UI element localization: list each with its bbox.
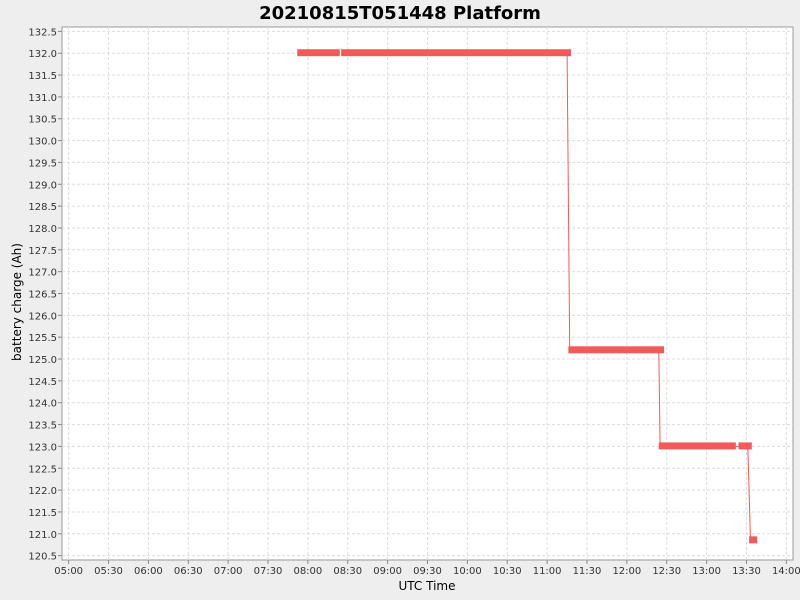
- y-tick-label: 128.5: [28, 202, 57, 213]
- y-tick-label: 123.0: [28, 442, 57, 453]
- x-tick-label: 10:00: [453, 566, 482, 577]
- y-tick-label: 127.0: [28, 268, 57, 279]
- data-segment: [658, 442, 736, 450]
- grid-lines: [62, 27, 793, 560]
- x-tick-label: 09:30: [413, 566, 442, 577]
- x-axis: 05:00 05:30 06:00 06:30 07:00 07:30 08:00 08:30…: [54, 560, 800, 577]
- data-segment: [749, 536, 758, 544]
- y-tick-label: 121.5: [28, 508, 57, 519]
- y-tick-label: 124.0: [28, 399, 57, 410]
- y-tick-label: 130.0: [28, 137, 57, 148]
- y-axis: 120.5 121.0 121.5 122.0 122.5 123.0 123.5 124.0…: [28, 27, 62, 563]
- x-tick-label: 11:30: [573, 566, 602, 577]
- y-tick-label: 129.5: [28, 158, 57, 169]
- x-tick-label: 11:00: [533, 566, 562, 577]
- x-tick-label: 05:30: [94, 566, 123, 577]
- y-tick-label: 125.5: [28, 333, 57, 344]
- x-tick-label: 08:00: [293, 566, 322, 577]
- series-connector-line: [566, 53, 751, 541]
- x-tick-label: 06:00: [134, 566, 163, 577]
- chart-title: 20210815T051448 Platform: [259, 3, 541, 24]
- data-segment: [738, 442, 752, 450]
- series-battery-charge: [297, 49, 758, 544]
- y-axis-label: battery charge (Ah): [10, 243, 24, 361]
- x-tick-label: 08:30: [333, 566, 362, 577]
- y-tick-label: 132.0: [28, 49, 57, 60]
- y-tick-label: 127.5: [28, 246, 57, 257]
- data-segment: [568, 346, 665, 354]
- x-tick-label: 13:30: [732, 566, 761, 577]
- x-tick-label: 10:30: [493, 566, 522, 577]
- y-tick-label: 129.0: [28, 180, 57, 191]
- y-tick-label: 121.0: [28, 530, 57, 541]
- x-tick-label: 12:00: [612, 566, 641, 577]
- y-tick-label: 131.5: [28, 71, 57, 82]
- y-tick-label: 130.5: [28, 115, 57, 126]
- y-tick-label: 123.5: [28, 421, 57, 432]
- x-tick-label: 07:30: [254, 566, 283, 577]
- x-tick-label: 13:00: [692, 566, 721, 577]
- x-tick-label: 06:30: [174, 566, 203, 577]
- x-tick-label: 12:30: [652, 566, 681, 577]
- y-tick-label: 126.0: [28, 311, 57, 322]
- y-tick-label: 120.5: [28, 552, 57, 563]
- x-tick-label: 07:00: [214, 566, 243, 577]
- y-tick-label: 128.0: [28, 224, 57, 235]
- x-tick-label: 05:00: [54, 566, 83, 577]
- y-tick-label: 122.5: [28, 464, 57, 475]
- y-tick-label: 131.0: [28, 93, 57, 104]
- y-tick-label: 124.5: [28, 377, 57, 388]
- y-tick-label: 125.0: [28, 355, 57, 366]
- x-tick-label: 14:00: [772, 566, 800, 577]
- x-axis-label: UTC Time: [399, 579, 456, 593]
- data-segment: [341, 49, 572, 57]
- y-tick-label: 126.5: [28, 290, 57, 301]
- x-tick-label: 09:00: [373, 566, 402, 577]
- y-tick-label: 132.5: [28, 27, 57, 38]
- y-tick-label: 122.0: [28, 486, 57, 497]
- data-segment: [297, 49, 340, 57]
